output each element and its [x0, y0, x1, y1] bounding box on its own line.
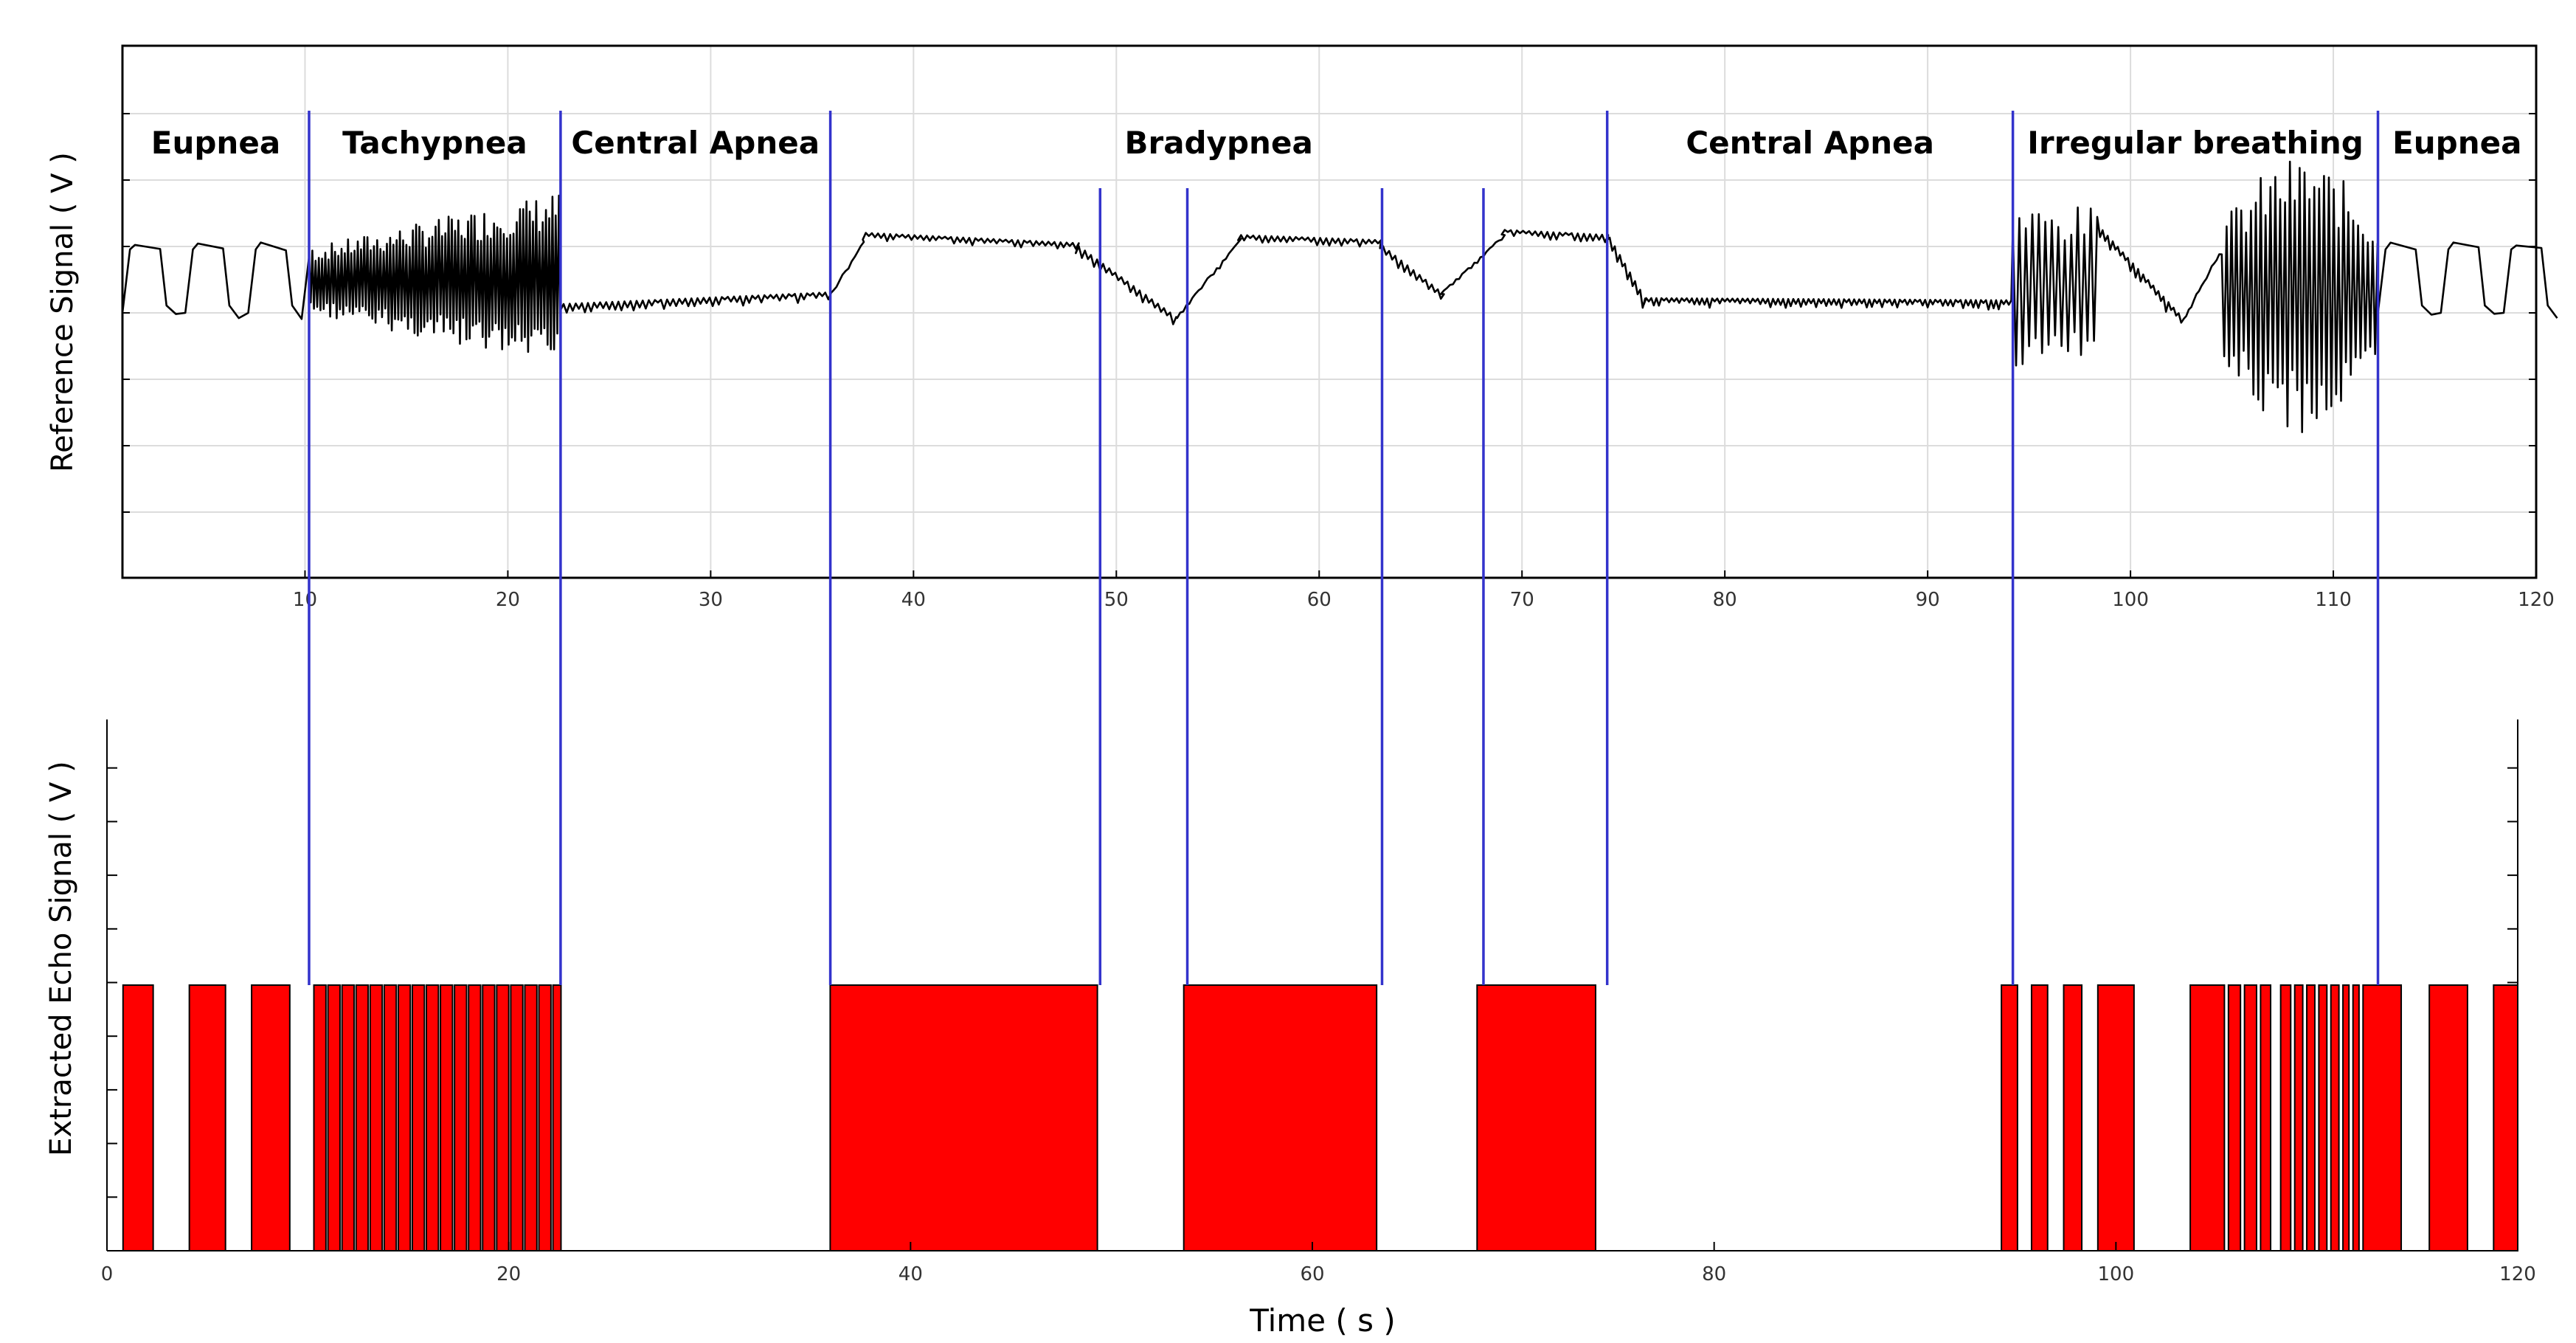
- x-tick-label: 100: [2112, 589, 2149, 611]
- echo-pulse-bar: [2352, 984, 2360, 1251]
- echo-pulse-bar: [2260, 984, 2272, 1251]
- phase-label: Bradypnea: [1124, 125, 1312, 161]
- echo-pulse-bar: [2330, 984, 2340, 1251]
- x-tick-label: 70: [1510, 589, 1534, 611]
- x-tick-label: 110: [2315, 589, 2352, 611]
- reference-x-ticks: 10 20 30 40 50 60 70 80 90 100 110 120: [122, 113, 2555, 611]
- echo-pulse-bar: [2362, 984, 2403, 1251]
- echo-pulse-bar: [524, 984, 538, 1251]
- echo-pulse-bar: [122, 984, 154, 1251]
- echo-y-axis-label: Extracted Echo Signal ( V ): [44, 761, 78, 1156]
- x-tick-label: 100: [2098, 1263, 2135, 1285]
- x-tick-label: 60: [1300, 1263, 1324, 1285]
- echo-pulse-bar: [2428, 984, 2468, 1251]
- echo-pulse-bar: [411, 984, 426, 1251]
- echo-x-ticks: 0 20 40 60 80 100 120: [101, 1242, 2536, 1285]
- echo-pulse-bar: [327, 984, 341, 1251]
- echo-pulse-bar: [355, 984, 370, 1251]
- phase-label: Irregular breathing: [2027, 125, 2364, 161]
- echo-pulse-bar: [2293, 984, 2304, 1251]
- echo-pulse-bar: [188, 984, 226, 1251]
- echo-pulse-bar: [341, 984, 355, 1251]
- echo-pulse-bar: [383, 984, 398, 1251]
- echo-pulse-bar: [251, 984, 291, 1251]
- echo-pulse-bar: [2243, 984, 2257, 1251]
- x-tick-label: 20: [496, 589, 520, 611]
- echo-pulse-bar: [2063, 984, 2083, 1251]
- echo-pulse-bar: [2318, 984, 2328, 1251]
- echo-pulse-bar: [440, 984, 454, 1251]
- echo-pulse-bar: [2493, 984, 2519, 1251]
- phase-labels: Eupnea Tachypnea Central Apnea Bradypnea Cen…: [151, 125, 2522, 161]
- x-tick-label: 50: [1104, 589, 1129, 611]
- echo-pulse-bar: [2030, 984, 2049, 1251]
- phase-label: Eupnea: [151, 125, 280, 161]
- echo-pulse-bar: [397, 984, 412, 1251]
- phase-label: Eupnea: [2392, 125, 2521, 161]
- phase-label: Tachypnea: [342, 125, 527, 161]
- echo-pulse-bar: [829, 984, 1098, 1251]
- echo-pulse-bar: [426, 984, 440, 1251]
- phase-boundaries: [308, 111, 2380, 985]
- echo-pulse-bar: [2279, 984, 2292, 1251]
- x-tick-label: 0: [101, 1263, 114, 1285]
- x-tick-label: 120: [2499, 1263, 2536, 1285]
- x-axis-label: Time ( s ): [1249, 1302, 1396, 1339]
- x-tick-label: 10: [293, 589, 317, 611]
- x-tick-label: 40: [901, 589, 926, 611]
- echo-pulse-bar: [468, 984, 482, 1251]
- x-tick-label: 60: [1307, 589, 1332, 611]
- echo-pulse-bar: [2189, 984, 2226, 1251]
- echo-pulse-bar: [2097, 984, 2135, 1251]
- echo-pulse-bar: [2306, 984, 2316, 1251]
- x-tick-label: 90: [1916, 589, 1940, 611]
- echo-pulse-bar: [313, 984, 327, 1251]
- x-tick-label: 120: [2518, 589, 2555, 611]
- x-tick-label: 80: [1702, 1263, 1726, 1285]
- echo-pulse-bar: [2227, 984, 2242, 1251]
- x-tick-label: 40: [899, 1263, 923, 1285]
- echo-pulse-bar: [2001, 984, 2018, 1251]
- echo-pulse-bar: [1183, 984, 1378, 1251]
- reference-y-axis-label: Reference Signal ( V ): [46, 152, 80, 472]
- phase-label: Central Apnea: [1686, 125, 1934, 161]
- reference-signal-line: [121, 160, 2558, 433]
- echo-pulse-bar: [454, 984, 468, 1251]
- echo-pulse-bar: [2342, 984, 2350, 1251]
- echo-pulse-bar: [482, 984, 496, 1251]
- echo-pulses: [122, 984, 2519, 1251]
- echo-pulse-bar: [369, 984, 384, 1251]
- x-tick-label: 30: [699, 589, 723, 611]
- echo-pulse-bar: [496, 984, 510, 1251]
- phase-label: Central Apnea: [571, 125, 820, 161]
- echo-pulse-bar: [510, 984, 524, 1251]
- echo-pulse-bar: [1476, 984, 1596, 1251]
- echo-pulse-bar: [552, 984, 562, 1251]
- x-tick-label: 20: [496, 1263, 521, 1285]
- x-tick-label: 80: [1713, 589, 1737, 611]
- echo-pulse-bar: [538, 984, 552, 1251]
